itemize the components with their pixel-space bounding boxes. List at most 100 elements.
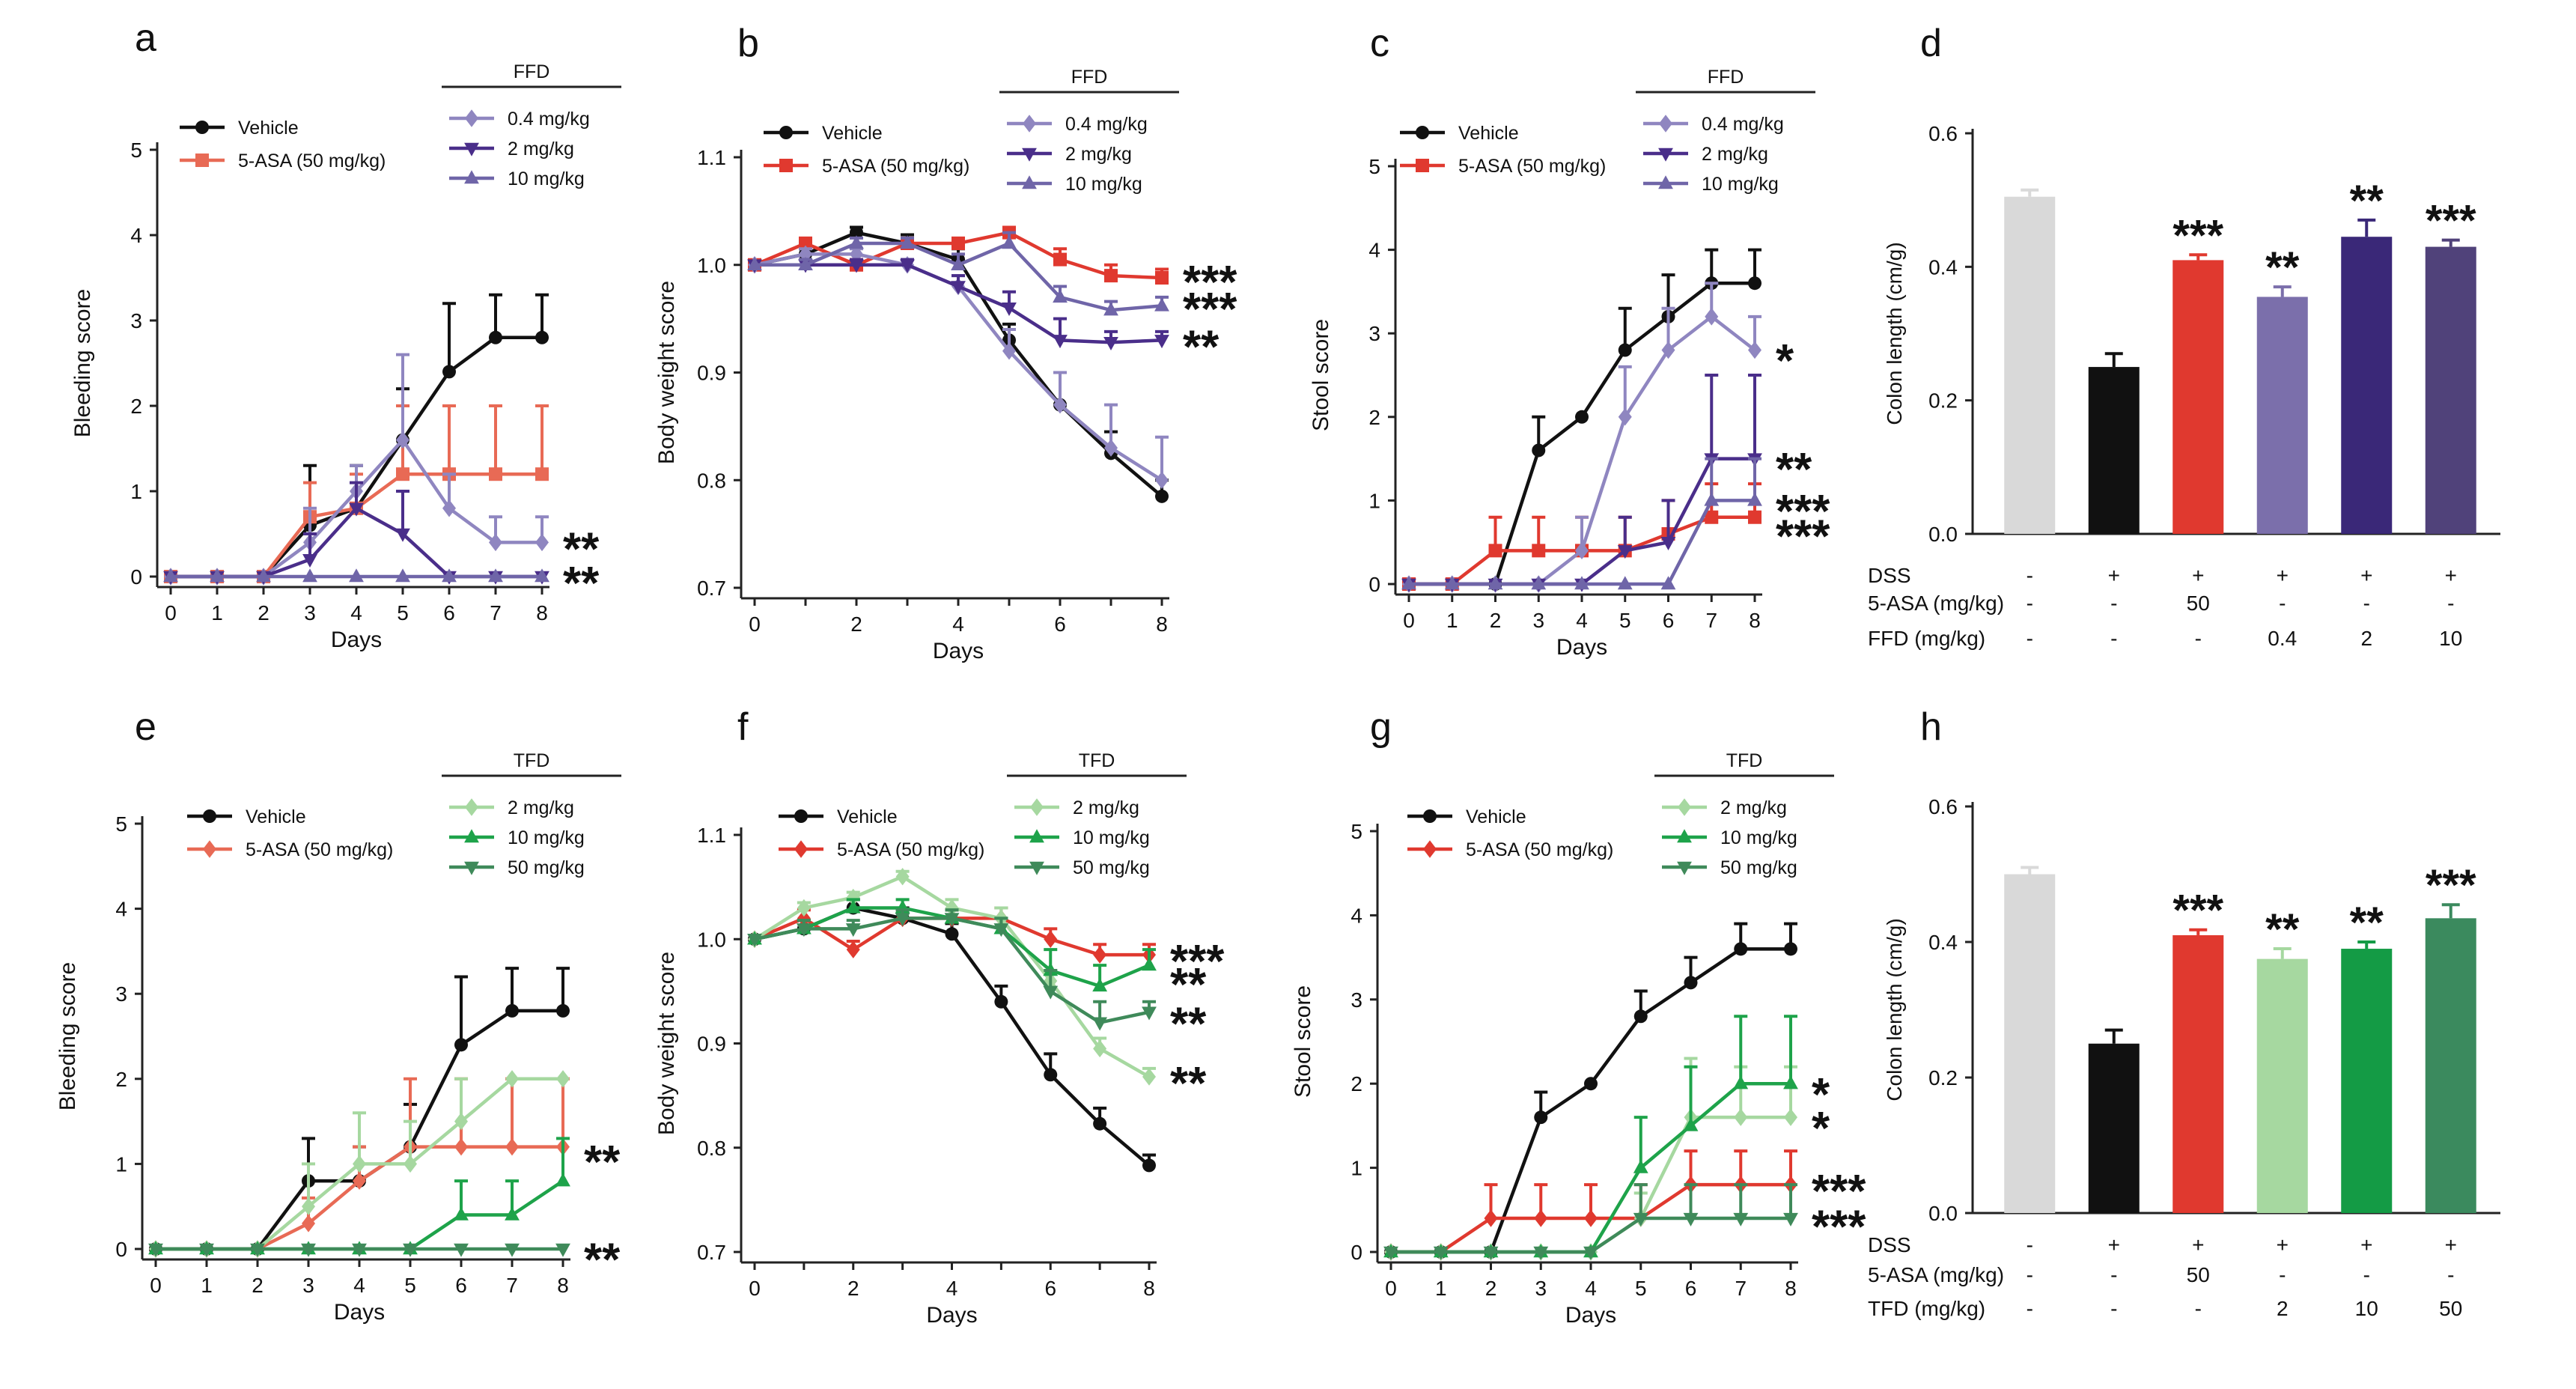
x-tick-label-f: 0 (749, 1277, 761, 1300)
legend-marker (1423, 840, 1437, 858)
legend-marker (1416, 126, 1429, 139)
y-tick-label-d: 0.4 (1928, 255, 1958, 279)
data-point (1103, 337, 1118, 351)
data-point (1534, 1209, 1548, 1227)
legend-marker (1029, 829, 1044, 843)
data-point (1142, 1158, 1156, 1173)
data-point (210, 568, 225, 583)
bar (2088, 367, 2140, 534)
y-tick-label-e: 1 (115, 1152, 127, 1176)
data-point (1748, 276, 1762, 291)
significance-label: ** (584, 1137, 621, 1188)
legend-label: 5-ASA (50 mg/kg) (246, 839, 393, 860)
legend-marker (195, 121, 209, 134)
bar (2088, 1043, 2140, 1213)
data-point (1633, 1159, 1648, 1173)
x-tick-label-f: 4 (946, 1277, 958, 1300)
panel-label-e: e (135, 705, 156, 749)
data-point (199, 1243, 214, 1257)
row-cell: + (2360, 1233, 2372, 1256)
x-tick-label-g: 3 (1535, 1277, 1547, 1300)
x-axis-title-b: Days (933, 639, 984, 663)
row-cell: - (2279, 592, 2286, 615)
row-cell: - (2027, 1233, 2033, 1256)
data-point (505, 1137, 519, 1156)
x-tick-label-e: 0 (150, 1274, 162, 1297)
y-axis-title-e: Bleeding score (55, 962, 80, 1110)
y-tick-label-a: 5 (130, 139, 142, 162)
significance-label: *** (1812, 1201, 1866, 1253)
y-tick-label-c: 0 (1368, 573, 1380, 596)
legend-label: Vehicle (1458, 123, 1519, 144)
row-cell: - (2195, 1297, 2202, 1320)
row-cell: - (2027, 564, 2033, 587)
data-point (1747, 492, 1762, 506)
x-tick-label-b: 0 (749, 613, 761, 636)
legend-marker (1658, 175, 1673, 189)
data-point (555, 1243, 570, 1257)
data-point (454, 1112, 468, 1131)
data-point (1154, 297, 1169, 311)
data-point (993, 923, 1009, 937)
y-tick-label-b: 0.8 (697, 469, 726, 492)
series-line (171, 505, 542, 579)
legend-label: 2 mg/kg (508, 797, 574, 818)
row-cell: + (2445, 1233, 2457, 1256)
panel-e: e 0 1 2 3 4 5 0 1 2 3 4 5 6 7 8 Days Bleeding score ** ** Ve… (55, 705, 621, 1325)
data-point (1633, 1212, 1648, 1227)
legend-marker (1416, 159, 1429, 172)
x-tick-label-b: 8 (1156, 613, 1168, 636)
data-point (349, 568, 364, 583)
row-cell: 0.4 (2268, 627, 2297, 650)
legend-label: 10 mg/kg (1065, 174, 1142, 195)
x-tick-label-g: 5 (1635, 1277, 1647, 1300)
data-point (1043, 985, 1059, 1000)
significance-label: * (1812, 1103, 1830, 1155)
legend-marker (779, 126, 793, 139)
data-point (1660, 537, 1676, 550)
data-point (1104, 269, 1118, 283)
legend-marker (1659, 115, 1672, 133)
legend-label: Vehicle (837, 806, 898, 827)
series-a-4 (163, 568, 549, 583)
data-point (1401, 576, 1416, 590)
significance-label: ** (1170, 999, 1207, 1051)
row-cell: - (2027, 627, 2033, 650)
x-tick-label-c: 7 (1705, 609, 1717, 632)
y-axis-title-h: Colon length (cm/g) (1883, 918, 1906, 1101)
x-tick-label-a: 3 (304, 601, 316, 624)
row-cell: 2 (2360, 627, 2372, 650)
y-tick-label-e: 0 (115, 1238, 127, 1261)
legend-group-title: FFD (514, 61, 550, 82)
bar (2256, 297, 2308, 534)
legend-marker (1423, 809, 1437, 823)
x-tick-label-b: 2 (850, 613, 862, 636)
legend-label: 10 mg/kg (1720, 827, 1797, 848)
data-point (1092, 978, 1108, 992)
y-tick-label-h: 0.2 (1928, 1066, 1958, 1089)
data-point (1433, 1246, 1449, 1260)
data-point (798, 256, 813, 270)
data-point (535, 533, 549, 552)
y-tick-label-c: 1 (1368, 489, 1380, 512)
data-point (442, 499, 456, 517)
y-tick-label-g: 1 (1351, 1157, 1362, 1180)
data-point (845, 899, 861, 914)
legend-label: 0.4 mg/kg (1065, 114, 1148, 135)
data-point (1618, 343, 1632, 357)
y-tick-label-h: 0.0 (1928, 1202, 1958, 1225)
data-point (1683, 1117, 1699, 1131)
significance-label: ** (2350, 899, 2384, 947)
significance-label: ** (1170, 1058, 1207, 1110)
data-point (256, 568, 271, 583)
legend-label: 50 mg/kg (1720, 857, 1797, 878)
x-tick-label-a: 4 (350, 601, 362, 624)
data-point (1784, 942, 1797, 956)
x-tick-label-a: 2 (258, 601, 270, 624)
y-tick-label-h: 0.4 (1928, 931, 1958, 954)
x-tick-label-a: 0 (165, 601, 177, 624)
data-point (846, 940, 860, 958)
data-point (944, 913, 960, 927)
data-point (1488, 544, 1502, 558)
